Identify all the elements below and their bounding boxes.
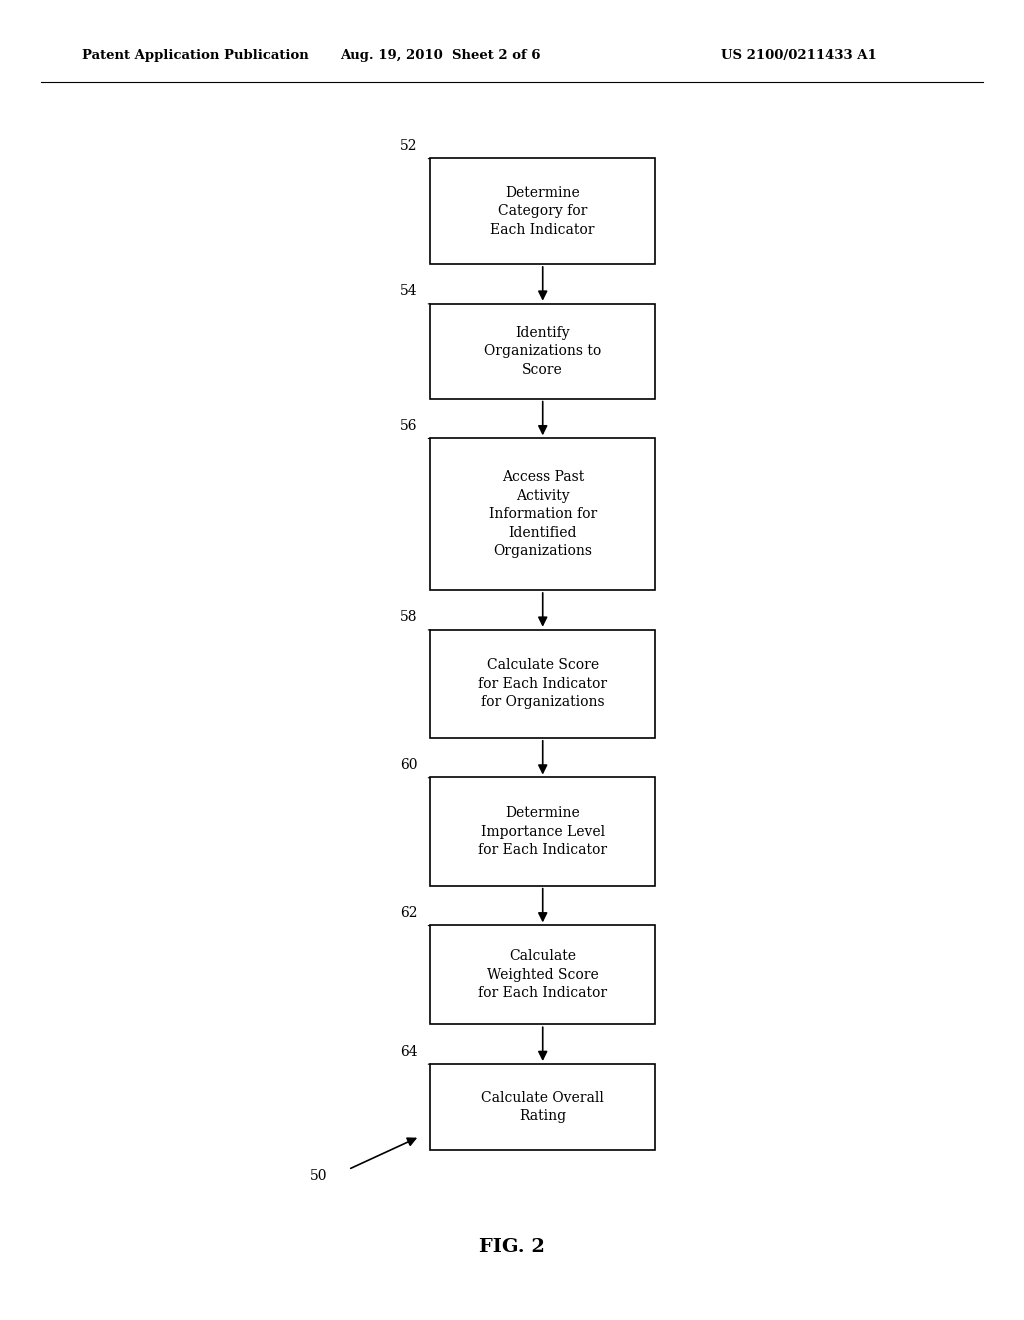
FancyBboxPatch shape [430,630,655,738]
Text: Calculate
Weighted Score
for Each Indicator: Calculate Weighted Score for Each Indica… [478,949,607,1001]
FancyBboxPatch shape [430,304,655,399]
Text: Aug. 19, 2010  Sheet 2 of 6: Aug. 19, 2010 Sheet 2 of 6 [340,49,541,62]
Text: 64: 64 [400,1044,418,1059]
Text: 58: 58 [400,610,418,624]
Text: 56: 56 [400,418,418,433]
Text: Calculate Overall
Rating: Calculate Overall Rating [481,1090,604,1123]
FancyBboxPatch shape [430,438,655,590]
Text: 52: 52 [400,139,418,153]
Text: FIG. 2: FIG. 2 [479,1238,545,1257]
Text: 54: 54 [400,284,418,298]
FancyBboxPatch shape [430,158,655,264]
Text: Calculate Score
for Each Indicator
for Organizations: Calculate Score for Each Indicator for O… [478,659,607,709]
FancyBboxPatch shape [430,777,655,886]
Text: Identify
Organizations to
Score: Identify Organizations to Score [484,326,601,376]
FancyBboxPatch shape [430,925,655,1024]
Text: US 2100/0211433 A1: US 2100/0211433 A1 [721,49,877,62]
FancyBboxPatch shape [430,1064,655,1150]
Text: Patent Application Publication: Patent Application Publication [82,49,308,62]
Text: Determine
Category for
Each Indicator: Determine Category for Each Indicator [490,186,595,236]
Text: 60: 60 [400,758,418,772]
Text: 50: 50 [310,1170,328,1183]
Text: Access Past
Activity
Information for
Identified
Organizations: Access Past Activity Information for Ide… [488,470,597,558]
Text: Determine
Importance Level
for Each Indicator: Determine Importance Level for Each Indi… [478,807,607,857]
Text: 62: 62 [400,906,418,920]
